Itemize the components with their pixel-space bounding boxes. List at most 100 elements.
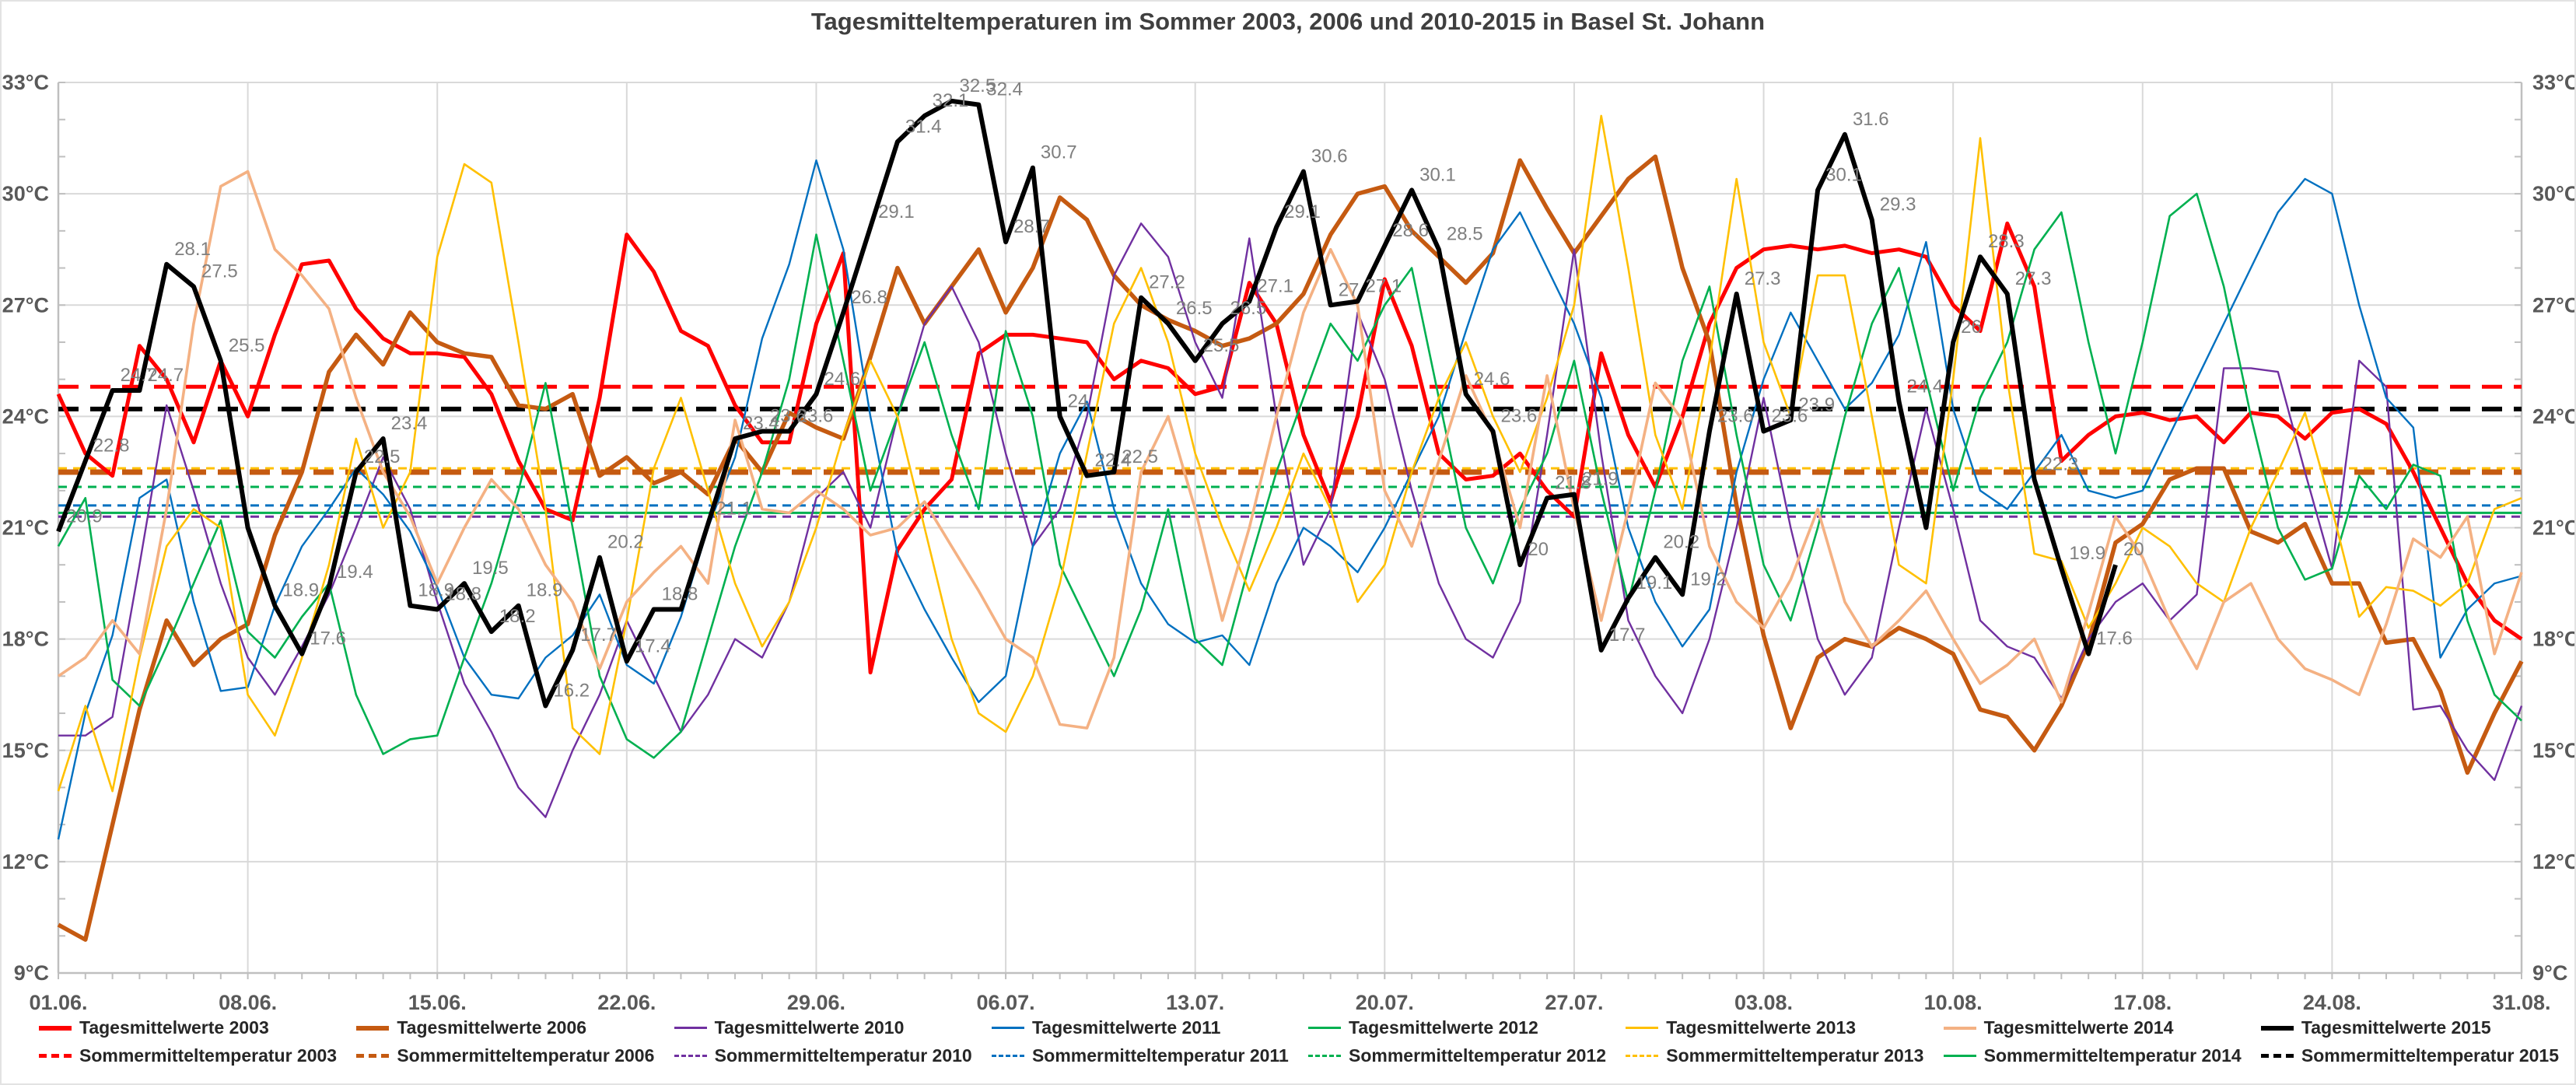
data-label-2015: 22.5 xyxy=(1122,446,1158,467)
legend-label: Sommermitteltemperatur 2006 xyxy=(397,1045,655,1066)
data-label-2015: 24.6 xyxy=(824,369,860,390)
data-label-2015: 24.7 xyxy=(147,365,184,386)
series-line-2013 xyxy=(57,114,2522,793)
legend-column-2015: Tagesmittelwerte 2015 Sommermitteltempera… xyxy=(2260,1017,2559,1066)
legend-item-daily-2012: Tagesmittelwerte 2012 xyxy=(1307,1017,1606,1038)
legend-column-2006: Tagesmittelwerte 2006 Sommermitteltempera… xyxy=(356,1017,654,1066)
legend-label: Sommermitteltemperatur 2011 xyxy=(1031,1045,1289,1066)
data-label-2015: 31.6 xyxy=(1853,109,1889,130)
data-label-2015: 30.1 xyxy=(1825,164,1862,185)
legend-column-2011: Tagesmittelwerte 2011 Sommermitteltempera… xyxy=(991,1017,1289,1066)
data-label-2015: 22.4 xyxy=(1094,450,1131,471)
x-axis-tick-label: 15.06. xyxy=(408,991,467,1013)
data-label-2015: 19.9 xyxy=(2069,543,2105,564)
legend-item-daily-2014: Tagesmittelwerte 2014 xyxy=(1943,1017,2242,1038)
legend-item-daily-2013: Tagesmittelwerte 2013 xyxy=(1626,1017,1923,1038)
data-label-2015: 27.5 xyxy=(201,261,238,282)
x-axis-tick-label: 31.08. xyxy=(2492,991,2550,1013)
data-label-2015: 20.9 xyxy=(66,506,103,527)
data-label-2015: 28.7 xyxy=(1013,216,1050,237)
legend-label: Tagesmittelwerte 2010 xyxy=(714,1017,905,1038)
legend-swatch xyxy=(991,1055,1024,1057)
legend-swatch xyxy=(1626,1027,1659,1029)
legend-label: Sommermitteltemperatur 2012 xyxy=(1348,1045,1607,1066)
y-axis-tick-label: 15°C xyxy=(2,739,49,762)
legend-item-mean-2013: Sommermitteltemperatur 2013 xyxy=(1626,1045,1923,1066)
data-label-2015: 18.9 xyxy=(527,580,563,601)
data-label-2015: 19.2 xyxy=(1690,569,1727,590)
x-axis-tick-label: 13.07. xyxy=(1166,991,1224,1013)
legend-swatch xyxy=(674,1055,707,1057)
y-axis-tick-label-right: 18°C xyxy=(2532,628,2576,651)
legend-label: Tagesmittelwerte 2015 xyxy=(2301,1017,2491,1038)
legend-label: Tagesmittelwerte 2003 xyxy=(79,1017,269,1038)
legend-label: Tagesmittelwerte 2006 xyxy=(397,1017,587,1038)
legend-item-daily-2010: Tagesmittelwerte 2010 xyxy=(674,1017,972,1038)
data-label-2015: 17.6 xyxy=(2096,628,2133,649)
y-axis-tick-label-right: 9°C xyxy=(2532,961,2567,985)
series-line-2003 xyxy=(56,221,2523,675)
y-axis-tick-label-right: 21°C xyxy=(2532,516,2576,540)
chart-title: Tagesmitteltemperaturen im Sommer 2003, … xyxy=(810,8,1766,35)
data-label-2015: 25.5 xyxy=(229,335,265,356)
x-axis-tick-label: 03.08. xyxy=(1734,991,1793,1013)
data-label-2015: 30.1 xyxy=(1419,164,1456,185)
data-label-2015: 20.2 xyxy=(607,532,644,553)
x-axis-tick-label: 20.07. xyxy=(1356,991,1414,1013)
data-label-2015: 22.8 xyxy=(93,436,130,457)
data-label-2015: 29.3 xyxy=(1880,194,1916,215)
legend-item-daily-2003: Tagesmittelwerte 2003 xyxy=(39,1017,337,1038)
legend-item-mean-2006: Sommermitteltemperatur 2006 xyxy=(356,1045,654,1066)
y-axis-tick-label: 27°C xyxy=(2,293,49,317)
legend-label: Tagesmittelwerte 2011 xyxy=(1031,1017,1221,1038)
data-label-2015: 28.1 xyxy=(174,239,211,260)
y-axis-tick-label: 24°C xyxy=(2,404,49,428)
legend-swatch xyxy=(1307,1055,1341,1057)
data-label-2015: 18.9 xyxy=(282,580,319,601)
x-axis-tick-label: 01.06. xyxy=(29,991,87,1013)
legend-label: Sommermitteltemperatur 2010 xyxy=(714,1045,972,1066)
y-axis-tick-label: 33°C xyxy=(2,71,49,94)
legend-swatch xyxy=(1307,1027,1341,1029)
data-label-2015: 17.4 xyxy=(635,635,671,656)
data-label-2015: 26.8 xyxy=(851,287,887,308)
legend-label: Sommermitteltemperatur 2013 xyxy=(1666,1045,1924,1066)
legend-swatch xyxy=(356,1054,390,1058)
legend-item-mean-2012: Sommermitteltemperatur 2012 xyxy=(1307,1045,1607,1066)
legend-swatch xyxy=(39,1054,72,1058)
y-axis-tick-label-right: 27°C xyxy=(2532,293,2576,317)
legend-swatch xyxy=(1943,1026,1976,1030)
data-label-2015: 19.5 xyxy=(472,558,509,579)
legend-item-mean-2015: Sommermitteltemperatur 2015 xyxy=(2260,1045,2559,1066)
legend-label: Tagesmittelwerte 2012 xyxy=(1348,1017,1538,1038)
legend-column-2012: Tagesmittelwerte 2012 Sommermitteltempera… xyxy=(1307,1017,1607,1066)
series-line-2010 xyxy=(58,222,2523,818)
data-label-2015: 27.1 xyxy=(1366,275,1402,296)
data-label-2015: 30.6 xyxy=(1311,146,1348,167)
data-label-2015: 17.7 xyxy=(1609,625,1646,646)
data-label-2015: 29.1 xyxy=(1284,201,1321,222)
data-label-2015: 28.5 xyxy=(1447,224,1483,245)
x-axis-tick-label: 17.08. xyxy=(2113,991,2172,1013)
x-axis-tick-label: 08.06. xyxy=(219,991,277,1013)
y-axis-tick-label-right: 30°C xyxy=(2532,182,2576,205)
legend-item-daily-2015: Tagesmittelwerte 2015 xyxy=(2260,1017,2559,1038)
x-axis-tick-label: 22.06. xyxy=(597,991,656,1013)
legend-label: Tagesmittelwerte 2014 xyxy=(1983,1017,2174,1038)
data-label-2015: 28.6 xyxy=(1392,220,1429,241)
x-axis-tick-label: 10.08. xyxy=(1924,991,1983,1013)
data-label-2015: 23.4 xyxy=(743,413,779,434)
data-label-2015: 21.1 xyxy=(716,499,752,520)
data-label-2015: 20 xyxy=(1528,539,1549,560)
chart-legend: Tagesmittelwerte 2003 Sommermitteltempera… xyxy=(39,1017,2559,1066)
legend-item-mean-2011: Sommermitteltemperatur 2011 xyxy=(991,1045,1289,1066)
legend-column-2010: Tagesmittelwerte 2010 Sommermitteltempera… xyxy=(674,1017,972,1066)
data-label-2015: 22.5 xyxy=(364,446,401,467)
y-axis-tick-label: 21°C xyxy=(2,516,49,540)
legend-swatch xyxy=(674,1027,707,1029)
y-axis-tick-label: 12°C xyxy=(2,850,49,873)
legend-item-mean-2010: Sommermitteltemperatur 2010 xyxy=(674,1045,972,1066)
y-axis-tick-label-right: 24°C xyxy=(2532,404,2576,428)
y-axis-tick-label: 18°C xyxy=(2,628,49,651)
data-label-2015: 18.9 xyxy=(418,580,454,601)
